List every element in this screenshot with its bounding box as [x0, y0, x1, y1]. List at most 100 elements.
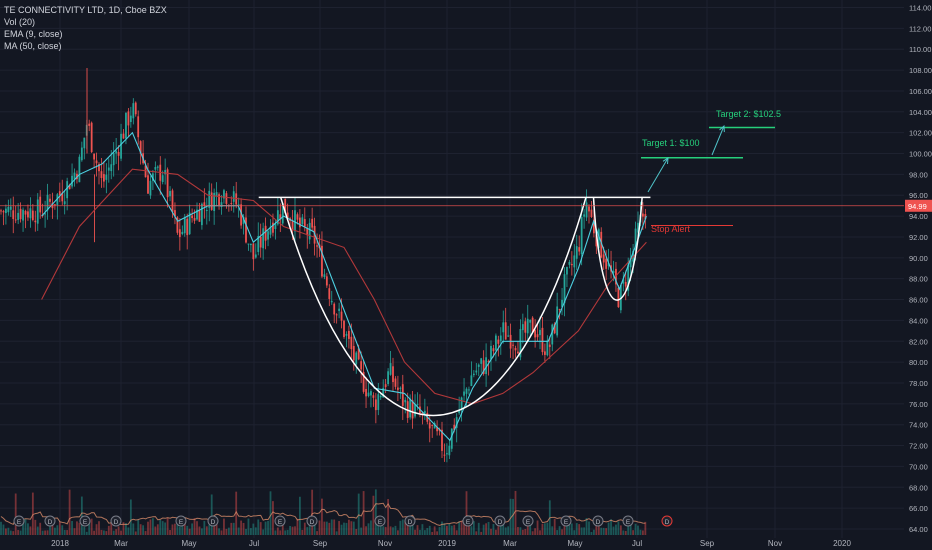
candle-body [600, 231, 603, 258]
volume-bar [492, 524, 495, 535]
candle-body [291, 220, 294, 230]
volume-bar [585, 518, 588, 535]
candle-body [597, 229, 600, 249]
candle-body [578, 247, 581, 252]
candle-body [107, 167, 110, 171]
volume-bar [340, 524, 343, 535]
volume-bar [404, 520, 407, 535]
stop-alert-label[interactable]: Stop Alert [651, 224, 691, 234]
target2-label[interactable]: Target 2: $102.5 [716, 109, 782, 119]
volume-bar [551, 526, 554, 535]
volume-bar [152, 518, 154, 535]
volume-bar [183, 520, 186, 535]
candle-body [370, 391, 372, 396]
candle-body [247, 243, 250, 245]
volume-bar [301, 529, 304, 535]
volume-bar [357, 493, 360, 535]
candle-body [205, 209, 208, 211]
candle-body [279, 214, 282, 220]
volume-bar [166, 518, 169, 535]
candle-body [622, 279, 625, 284]
candle-body [561, 299, 563, 307]
volume-bar [139, 524, 142, 535]
volume-bar [7, 527, 10, 535]
volume-bar [323, 521, 326, 535]
candle-body [401, 384, 404, 406]
candle-body [414, 404, 416, 417]
volume-bar [438, 527, 441, 535]
volume-bar [63, 529, 66, 535]
candle-body [250, 243, 252, 246]
candle-body [66, 181, 69, 199]
event-marker-label: E [17, 519, 22, 526]
volume-bar [5, 528, 7, 535]
candle-body [602, 254, 605, 263]
candle-body [360, 361, 363, 370]
target1-label[interactable]: Target 1: $100 [642, 138, 700, 148]
candle-body [544, 351, 546, 355]
candle-body [36, 199, 39, 224]
candle-body [71, 175, 73, 187]
volume-bar [68, 489, 71, 535]
volume-bar [316, 531, 318, 535]
x-tick-label: 2018 [51, 539, 69, 548]
candle-body [502, 322, 505, 333]
volume-bar [76, 521, 78, 535]
volume-bar [428, 525, 431, 535]
volume-bar [311, 489, 314, 535]
earnings-marker [522, 515, 534, 527]
candle-body [583, 214, 585, 217]
volume-bar [377, 523, 380, 535]
candle-body [61, 192, 64, 202]
candle-body [203, 202, 206, 206]
ma-legend[interactable]: MA (50, close) [4, 41, 62, 51]
volume-bar [632, 530, 634, 535]
volume-bar [637, 525, 639, 535]
volume-bar [325, 521, 328, 535]
volume-bar [343, 522, 345, 535]
volume-bar [159, 519, 162, 535]
dividend-marker [494, 515, 506, 527]
volume-bar [227, 527, 230, 535]
candle-body [5, 208, 7, 214]
y-tick-label: 66.00 [909, 504, 928, 513]
event-marker-label: E [626, 519, 631, 526]
candle-body [95, 160, 98, 164]
candle-body [58, 191, 61, 196]
volume-bar [0, 521, 2, 535]
candle-body [397, 387, 399, 390]
candle-body [301, 217, 304, 224]
event-marker-label: E [564, 519, 569, 526]
y-tick-label: 80.00 [909, 358, 928, 367]
candle-body [566, 266, 568, 275]
vol-legend[interactable]: Vol (20) [4, 17, 36, 27]
candle-body [634, 228, 637, 250]
volume-bar [362, 491, 365, 535]
volume-bar [105, 531, 108, 535]
candle-body [590, 209, 593, 218]
volume-bar [372, 495, 375, 535]
volume-bar [112, 530, 115, 535]
candle-body [357, 348, 360, 360]
candle-body [31, 210, 34, 220]
event-marker-label: E [526, 519, 531, 526]
volume-bar [475, 531, 478, 535]
volume-bar [627, 520, 630, 535]
volume-ma [0, 502, 646, 526]
ema-legend[interactable]: EMA (9, close) [4, 29, 63, 39]
y-tick-label: 106.00 [909, 87, 932, 96]
volume-bar [497, 526, 500, 535]
candle-body [475, 370, 478, 373]
candle-body [201, 203, 203, 226]
symbol-title[interactable]: TE CONNECTIVITY LTD, 1D, Cboe BZX [4, 5, 167, 15]
y-tick-label: 98.00 [909, 170, 928, 179]
volume-bar [382, 526, 385, 535]
volume-bar [201, 528, 203, 535]
candle-body [98, 163, 100, 172]
volume-bar [409, 520, 412, 535]
candle-body [196, 209, 198, 220]
candle-body [446, 453, 448, 455]
volume-bar [205, 526, 208, 535]
